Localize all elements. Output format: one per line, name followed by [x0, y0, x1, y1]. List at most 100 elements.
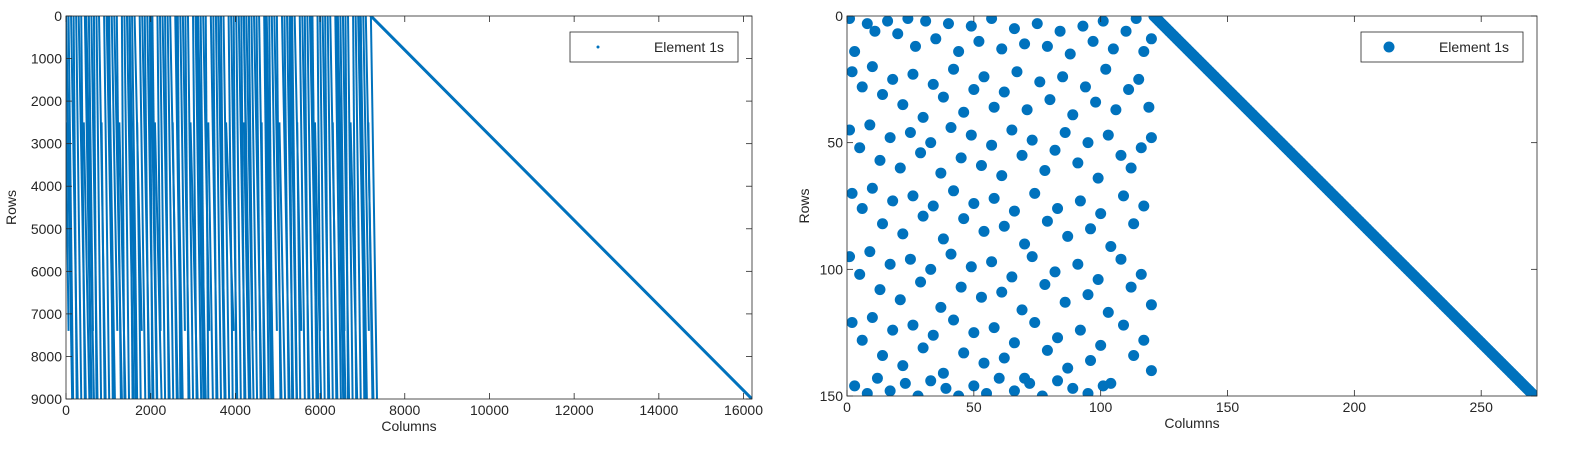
data-run [247, 16, 254, 331]
data-point [1097, 380, 1109, 392]
data-point [1016, 149, 1028, 161]
data-point [937, 367, 949, 379]
data-point [869, 25, 881, 37]
data-point [948, 314, 960, 326]
data-run [83, 16, 93, 399]
data-run [123, 16, 131, 399]
data-run [192, 16, 198, 399]
data-point [897, 360, 909, 372]
data-point [856, 334, 868, 346]
data-point [1016, 304, 1028, 316]
data-point [1011, 66, 1023, 78]
data-point [897, 228, 909, 240]
data-point [917, 342, 929, 354]
x-tick-label: 100 [1089, 399, 1113, 415]
data-run [219, 16, 226, 399]
data-point [847, 317, 858, 329]
data-point [904, 253, 916, 265]
data-run [326, 16, 334, 399]
data-point [1008, 205, 1020, 217]
data-run [186, 16, 195, 399]
data-run [311, 16, 318, 399]
data-point [1024, 377, 1036, 389]
data-point [1041, 40, 1053, 52]
data-point [1092, 273, 1104, 285]
data-point [1062, 230, 1074, 242]
legend-marker [1383, 41, 1395, 53]
data-point [996, 43, 1008, 55]
data-point [1125, 281, 1137, 293]
data-run [164, 16, 170, 399]
data-point [1008, 385, 1020, 396]
data-point [1102, 129, 1114, 141]
data-run [367, 122, 374, 399]
data-point [1039, 165, 1051, 177]
x-tick-label: 150 [1216, 399, 1240, 415]
data-point [917, 111, 929, 123]
data-point [854, 142, 866, 154]
data-point [998, 352, 1010, 364]
data-point [953, 45, 965, 57]
data-point [945, 121, 957, 133]
data-run [108, 16, 114, 399]
data-point [986, 256, 998, 268]
data-point [887, 195, 899, 207]
y-tick-label: 9000 [31, 391, 62, 407]
data-run [148, 16, 154, 399]
data-point [1021, 104, 1033, 116]
data-point [866, 311, 878, 323]
data-run [212, 16, 218, 399]
data-point [1097, 16, 1109, 27]
data-point [968, 197, 980, 209]
data-point [1135, 142, 1147, 154]
data-point [1072, 157, 1084, 169]
data-run [255, 16, 262, 399]
data-point [927, 78, 939, 90]
axes-box [846, 15, 1538, 397]
data-run [283, 16, 290, 399]
data-point [1085, 223, 1097, 235]
x-tick-label: 50 [966, 399, 982, 415]
data-point [915, 147, 927, 159]
data-point [861, 18, 873, 30]
data-run [115, 16, 122, 399]
data-point [930, 33, 942, 45]
data-run [136, 122, 142, 399]
data-point [1100, 63, 1112, 75]
data-point [1087, 35, 1099, 47]
y-tick-label: 2000 [31, 93, 62, 109]
data-point [1074, 324, 1086, 336]
data-layer [847, 16, 1537, 396]
data-point [1064, 48, 1076, 60]
data-point [887, 73, 899, 85]
data-run [362, 16, 370, 331]
data-point [925, 263, 937, 275]
data-point [847, 251, 856, 263]
data-run [369, 16, 378, 399]
data-point [981, 387, 993, 396]
data-run [159, 16, 167, 399]
data-run [263, 16, 273, 399]
data-point [955, 152, 967, 164]
data-run [151, 16, 158, 399]
data-point [1006, 271, 1018, 283]
data-point [1115, 149, 1127, 161]
data-diagonal [369, 16, 752, 399]
data-layer [66, 16, 752, 399]
data-run [171, 122, 178, 399]
plot-area [847, 16, 1537, 396]
data-point [1105, 241, 1117, 253]
data-point [1138, 45, 1150, 57]
data-run [303, 16, 310, 399]
data-point [874, 154, 886, 166]
data-run [354, 16, 362, 399]
data-point [1125, 162, 1137, 174]
data-run [196, 16, 205, 399]
data-point [1095, 208, 1107, 220]
data-run [260, 122, 266, 399]
data-point [942, 18, 954, 30]
data-point [1135, 268, 1147, 280]
x-tick-label: 8000 [389, 402, 420, 418]
data-point [945, 248, 957, 260]
data-run [270, 16, 278, 331]
